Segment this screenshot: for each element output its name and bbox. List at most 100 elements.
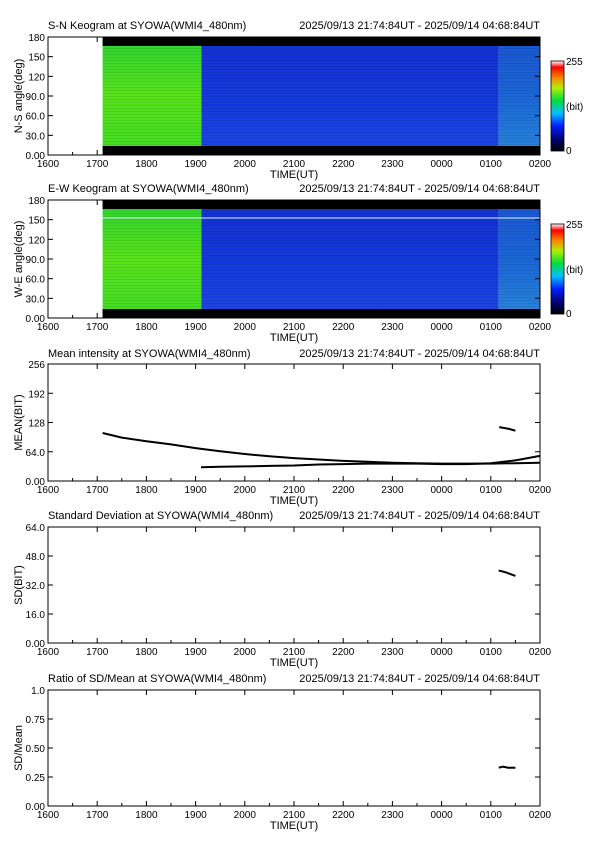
x-tick-label: 0200 — [529, 159, 552, 170]
y-tick-label: 60.0 — [26, 275, 46, 286]
panel-title: Standard Deviation at SYOWA(WMI4_480nm) — [48, 510, 273, 522]
x-axis-label: TIME(UT) — [270, 657, 318, 669]
x-tick-label: 0200 — [529, 322, 552, 333]
x-tick-label: 2000 — [234, 485, 257, 496]
y-axis-label: SD(BIT) — [13, 565, 25, 605]
colorbar-min-label: 0 — [566, 146, 572, 157]
series-line — [498, 569, 516, 577]
x-tick-label: 2300 — [381, 159, 404, 170]
x-tick-label: 2000 — [234, 159, 257, 170]
series-line — [498, 765, 516, 769]
standard_deviation-panel: Standard Deviation at SYOWA(WMI4_480nm) 2… — [13, 510, 552, 669]
y-tick-label: 60.0 — [26, 112, 46, 123]
x-tick-label: 2100 — [283, 810, 306, 821]
x-tick-label: 0200 — [529, 810, 552, 821]
y-tick-label: 1.0 — [31, 686, 45, 697]
y-tick-label: 48.0 — [26, 552, 46, 563]
colorbar-unit-label: (bit) — [566, 102, 583, 113]
y-tick-label: 180 — [28, 196, 45, 207]
x-tick-label: 2200 — [332, 810, 355, 821]
plot-frame — [47, 526, 541, 644]
x-tick-label: 0000 — [430, 810, 453, 821]
x-tick-label: 2100 — [283, 322, 306, 333]
y-tick-label: 30.0 — [26, 131, 46, 142]
y-tick-label: 192 — [28, 389, 45, 400]
x-axis-label: TIME(UT) — [270, 495, 318, 507]
x-tick-label: 0100 — [480, 159, 503, 170]
x-tick-label: 1600 — [37, 647, 60, 658]
x-tick-label: 2300 — [381, 647, 404, 658]
colorbar-min-label: 0 — [566, 309, 572, 320]
x-tick-label: 1900 — [184, 647, 207, 658]
y-tick-label: 0.00 — [26, 477, 46, 488]
x-tick-label: 1900 — [184, 159, 207, 170]
x-tick-label: 0000 — [430, 322, 453, 333]
y-axis-label: MEAN(BIT) — [13, 394, 25, 450]
plot-frame — [47, 689, 541, 807]
panel-title: Mean intensity at SYOWA(WMI4_480nm) — [48, 348, 251, 360]
x-tick-label: 1800 — [135, 159, 158, 170]
x-tick-label: 0100 — [480, 647, 503, 658]
panel-time-range: 2025/09/13 21:74:84UT - 2025/09/14 04:68… — [299, 348, 540, 360]
y-tick-label: 90.0 — [26, 255, 46, 266]
x-tick-label: 0100 — [480, 322, 503, 333]
keogram-texture — [102, 37, 540, 155]
x-tick-label: 2200 — [332, 159, 355, 170]
y-tick-label: 256 — [28, 360, 45, 371]
x-tick-label: 2000 — [234, 647, 257, 658]
x-tick-label: 0200 — [529, 485, 552, 496]
colorbar — [550, 60, 565, 152]
x-tick-label: 1700 — [86, 810, 109, 821]
x-tick-label: 2300 — [381, 485, 404, 496]
panel-time-range: 2025/09/13 21:74:84UT - 2025/09/14 04:68… — [299, 20, 540, 32]
y-tick-label: 120 — [28, 72, 45, 83]
y-tick-label: 16.0 — [26, 610, 46, 621]
y-tick-label: 90.0 — [26, 92, 46, 103]
x-tick-label: 2100 — [283, 647, 306, 658]
y-axis-label: SD/Mean — [13, 725, 25, 771]
x-tick-label: 1700 — [86, 322, 109, 333]
x-tick-label: 0000 — [430, 159, 453, 170]
x-tick-label: 1900 — [184, 322, 207, 333]
series-line — [499, 426, 516, 432]
y-tick-label: 64.0 — [26, 448, 46, 459]
colorbar-unit-label: (bit) — [566, 265, 583, 276]
y-tick-label: 180 — [28, 33, 45, 44]
x-tick-label: 1600 — [37, 322, 60, 333]
x-tick-label: 1700 — [86, 647, 109, 658]
colorbar-max-label: 255 — [566, 220, 583, 231]
x-tick-label: 2200 — [332, 322, 355, 333]
colorbar — [550, 223, 565, 315]
panel-title: E-W Keogram at SYOWA(WMI4_480nm) — [48, 183, 249, 195]
keogram-texture — [102, 200, 540, 318]
x-tick-label: 1900 — [184, 810, 207, 821]
keogram-bottom-band — [102, 146, 540, 155]
keogram-top-band — [102, 200, 540, 209]
x-tick-label: 1800 — [135, 810, 158, 821]
ew_keogram-panel: E-W Keogram at SYOWA(WMI4_480nm) 2025/09/… — [13, 183, 583, 344]
x-tick-label: 2200 — [332, 485, 355, 496]
x-axis-label: TIME(UT) — [270, 332, 318, 344]
colorbar-max-label: 255 — [566, 57, 583, 68]
y-tick-label: 0.00 — [26, 151, 46, 162]
x-tick-label: 1800 — [135, 647, 158, 658]
x-tick-label: 2300 — [381, 322, 404, 333]
x-tick-label: 1700 — [86, 485, 109, 496]
x-tick-label: 0000 — [430, 647, 453, 658]
x-tick-label: 1600 — [37, 159, 60, 170]
sn_keogram-panel: S-N Keogram at SYOWA(WMI4_480nm) 2025/09/… — [13, 20, 583, 181]
y-tick-label: 120 — [28, 235, 45, 246]
x-axis-label: TIME(UT) — [270, 820, 318, 832]
y-tick-label: 150 — [28, 53, 45, 64]
x-tick-label: 1900 — [184, 485, 207, 496]
x-tick-label: 0100 — [480, 810, 503, 821]
x-tick-label: 2200 — [332, 647, 355, 658]
x-tick-label: 2000 — [234, 322, 257, 333]
ratio_sd_mean-panel: Ratio of SD/Mean at SYOWA(WMI4_480nm) 202… — [13, 673, 552, 832]
y-tick-label: 0.25 — [26, 773, 46, 784]
series-line — [200, 454, 541, 469]
x-axis-label: TIME(UT) — [270, 169, 318, 181]
y-tick-label: 0.00 — [26, 314, 46, 325]
panel-time-range: 2025/09/13 21:74:84UT - 2025/09/14 04:68… — [299, 183, 540, 195]
